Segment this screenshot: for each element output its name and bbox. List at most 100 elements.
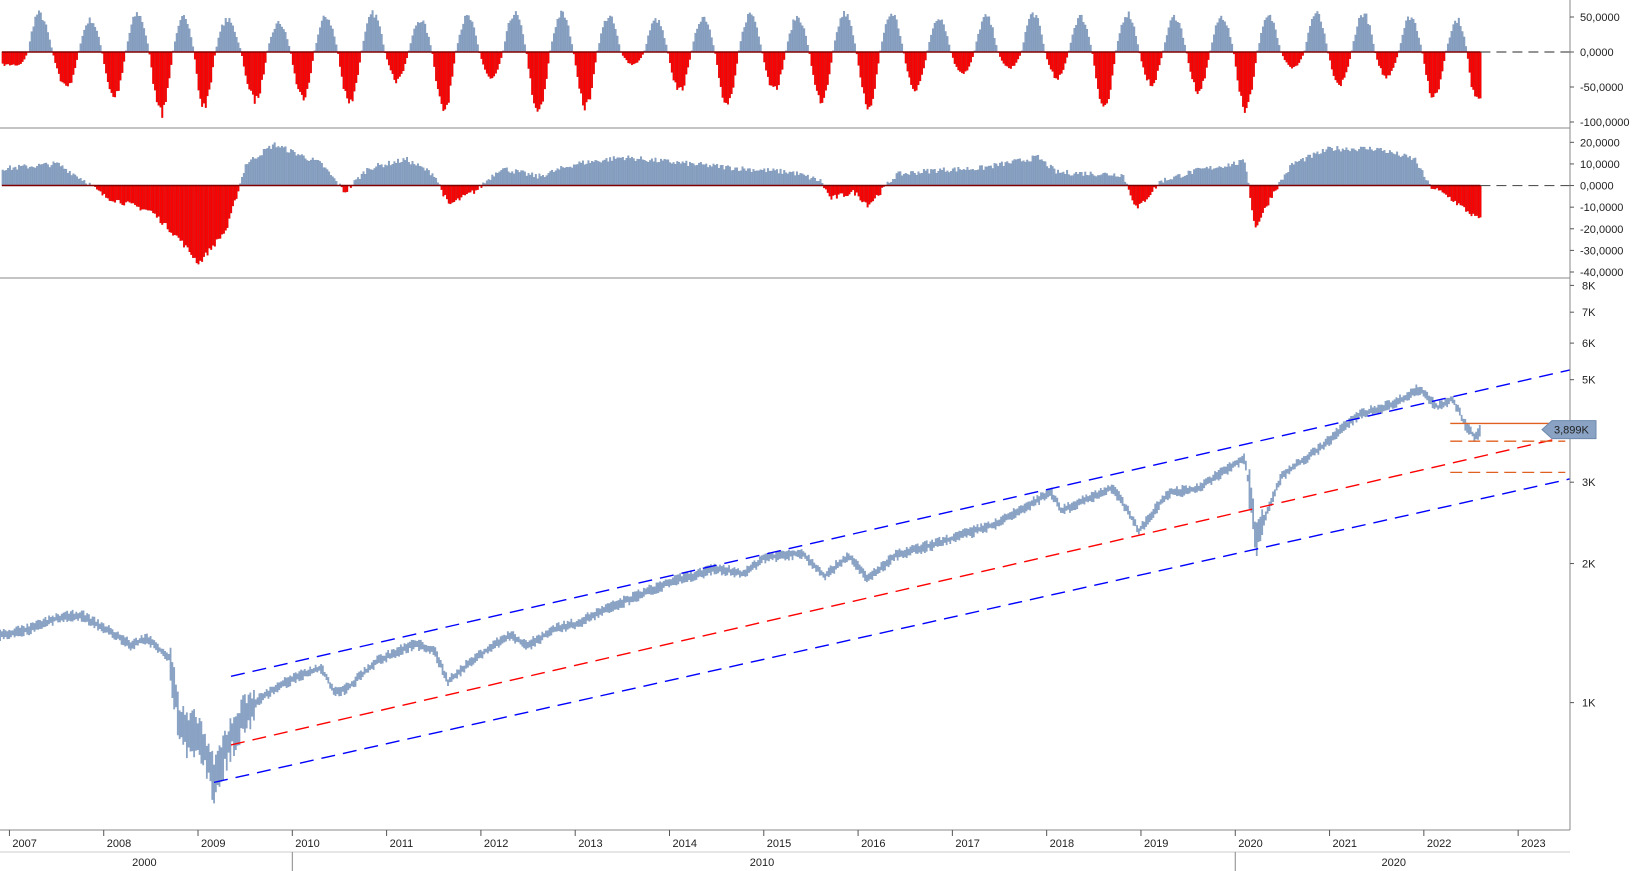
mid-bar	[161, 185, 164, 225]
top-bar	[875, 51, 878, 75]
top-bar	[605, 21, 608, 53]
mid-bar	[814, 178, 817, 186]
top-bar	[97, 36, 100, 53]
mid-bar	[112, 185, 115, 202]
top-bar	[614, 29, 617, 53]
top-bar	[801, 25, 804, 53]
mid-bar	[487, 179, 490, 186]
xtick-label: 2007	[12, 838, 36, 850]
price-panel	[0, 369, 1571, 804]
top-bar	[846, 14, 849, 53]
top-bar	[493, 51, 496, 77]
mid-bar	[710, 166, 713, 186]
mid-bar	[99, 185, 102, 192]
mid-bar	[154, 185, 156, 214]
top-bar	[7, 51, 10, 65]
mid-bar	[1381, 150, 1384, 186]
mid-bar	[353, 180, 356, 186]
top-bar	[1071, 34, 1074, 53]
mid-bar	[409, 164, 412, 186]
mid-bar	[310, 159, 312, 186]
top-bar	[743, 27, 746, 53]
top-bar	[199, 51, 202, 99]
mid-bar	[1292, 164, 1295, 186]
top-bar	[1272, 22, 1275, 53]
top-bar	[1000, 51, 1003, 61]
top-bar	[766, 51, 769, 77]
top-bar	[170, 51, 173, 65]
top-bar	[1015, 51, 1018, 63]
mid-bar	[1461, 185, 1464, 206]
top-bar	[1258, 43, 1261, 53]
mid-bar	[132, 185, 135, 204]
top-ytick-label: -100,0000	[1580, 117, 1630, 129]
top-bar	[763, 51, 766, 63]
mid-bar	[1475, 185, 1478, 216]
mid-bar	[1417, 167, 1420, 186]
top-bar	[1450, 31, 1453, 53]
mid-bar	[103, 185, 106, 194]
mid-bar	[1002, 166, 1005, 186]
mid-bar	[721, 165, 724, 186]
top-bar	[469, 19, 472, 53]
mid-bar	[328, 171, 331, 186]
top-bar	[1468, 51, 1471, 73]
mid-bar	[373, 168, 376, 186]
mid-bar	[393, 161, 396, 186]
top-bar	[623, 51, 626, 58]
mid-bar	[273, 142, 276, 186]
top-bar	[509, 20, 512, 53]
top-bar	[195, 51, 198, 74]
mid-bar	[386, 165, 389, 186]
top-bar	[601, 27, 604, 53]
mid-bar	[754, 170, 757, 186]
top-bar	[235, 37, 238, 53]
top-bar	[317, 34, 320, 53]
top-bar	[61, 51, 64, 83]
top-bar	[627, 51, 630, 64]
top-bar	[1287, 51, 1290, 65]
top-bar	[1466, 51, 1469, 59]
top-bar	[727, 51, 729, 105]
mid-bar	[30, 166, 33, 186]
top-bar	[480, 51, 483, 59]
mid-bar	[1205, 166, 1208, 186]
top-bar	[1320, 21, 1322, 53]
mid-bar	[997, 166, 1000, 186]
mid-bar	[48, 167, 51, 186]
mid-bar	[1378, 148, 1380, 186]
top-bar	[598, 43, 601, 53]
mid-bar	[79, 178, 82, 186]
top-bar	[369, 14, 372, 53]
top-bar	[48, 39, 51, 53]
top-bar	[915, 51, 918, 91]
mid-bar	[431, 173, 434, 186]
mid-bar	[235, 185, 238, 199]
top-bar	[326, 19, 329, 53]
mid-bar	[299, 155, 302, 186]
mid-bar	[137, 185, 140, 207]
mid-bar	[531, 172, 534, 186]
top-bar	[1184, 44, 1186, 53]
top-bar	[1102, 51, 1105, 107]
mid-bar	[1358, 149, 1361, 186]
mid-bar	[170, 185, 173, 233]
top-bar	[1120, 24, 1123, 53]
top-bar	[99, 45, 102, 53]
top-bar	[594, 51, 597, 63]
top-bar	[1314, 13, 1317, 53]
top-bar	[346, 51, 349, 99]
mid-bar	[1305, 157, 1308, 186]
top-bar	[1251, 51, 1254, 90]
mid-bar	[233, 185, 236, 201]
mid-bar	[868, 185, 871, 205]
mid-bar	[1242, 159, 1244, 186]
mid-bar	[1013, 159, 1016, 186]
mid-bar	[993, 163, 996, 186]
top-bar	[990, 24, 992, 53]
mid-bar	[496, 172, 499, 186]
mid-bar	[895, 173, 898, 186]
top-bar	[1051, 51, 1054, 72]
mid-bar	[32, 167, 35, 186]
mid-bar	[230, 185, 233, 214]
